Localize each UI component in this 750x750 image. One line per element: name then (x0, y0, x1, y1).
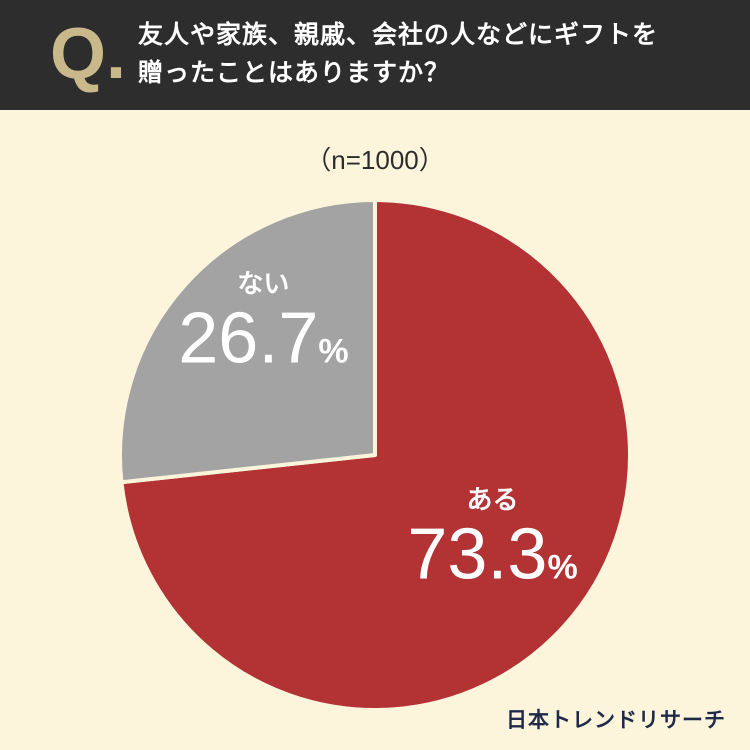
question-text: 友人や家族、親戚、会社の人などにギフトを 贈ったことはありますか？ (138, 16, 728, 92)
q-mark: Q. (50, 14, 127, 94)
question-line-1: 友人や家族、親戚、会社の人などにギフトを (138, 20, 659, 49)
slice-category-label-no: ない (237, 270, 289, 300)
brand-logo-text: 日本トレンドリサーチ (506, 708, 726, 732)
slice-value-label-no: 26.7% (178, 299, 348, 379)
question-line-2: 贈ったことはありますか？ (138, 58, 451, 87)
question-header: Q. 友人や家族、親戚、会社の人などにギフトを 贈ったことはありますか？ (0, 0, 750, 110)
sample-size: （n=1000） (305, 145, 445, 175)
slice-value-label-yes: 73.3% (407, 515, 577, 595)
pie-slice-no (118, 198, 377, 485)
slice-category-label-yes: ある (467, 486, 519, 516)
